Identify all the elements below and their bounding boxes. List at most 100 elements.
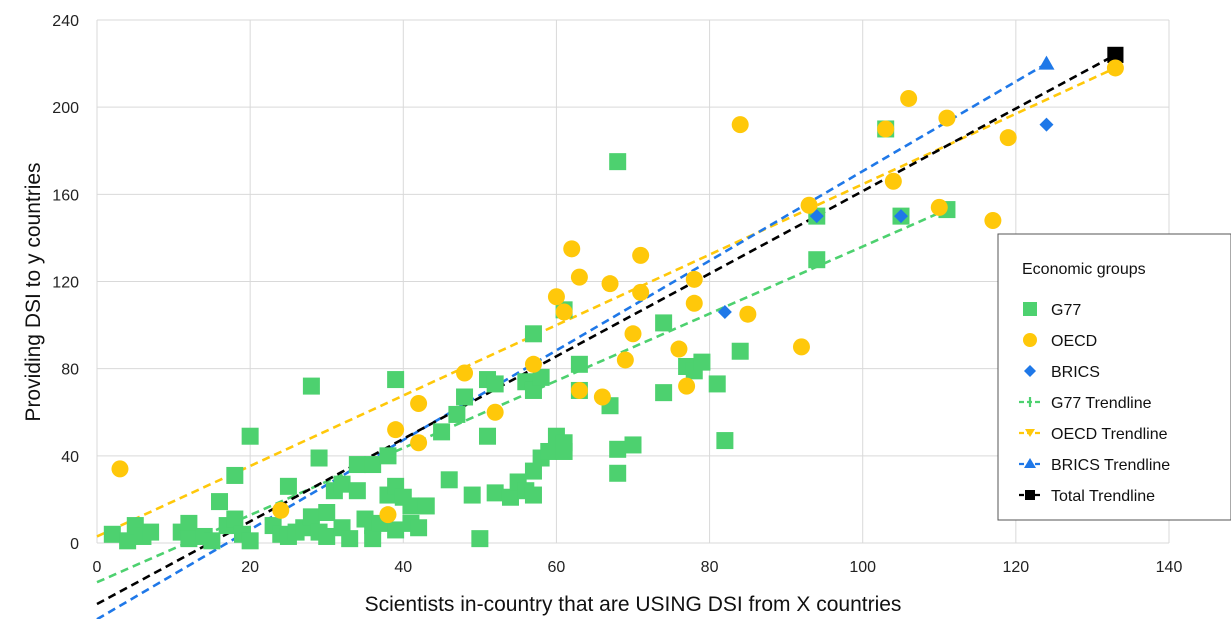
point-g77 (318, 527, 336, 545)
x-axis-title: Scientists in-country that are USING DSI… (365, 593, 902, 616)
legend-label: BRICS Trendline (1051, 457, 1170, 474)
point-oecd (999, 129, 1017, 147)
y-tick-label: 160 (52, 187, 79, 204)
trendline-brics-trendline (96, 62, 1048, 619)
point-oecd (593, 388, 611, 406)
point-g77 (655, 384, 673, 402)
y-tick-label: 240 (52, 13, 79, 30)
point-oecd (678, 377, 696, 395)
point-g77 (486, 484, 504, 502)
point-g77 (241, 532, 259, 550)
point-oecd (570, 268, 588, 286)
point-g77 (708, 375, 726, 393)
point-g77 (433, 423, 451, 441)
point-oecd (792, 338, 810, 356)
point-g77 (479, 427, 497, 445)
point-g77 (226, 466, 244, 484)
legend-item: G77 Trendline (1019, 395, 1152, 412)
trendline-g77-trendline (96, 208, 948, 584)
point-g77 (302, 377, 320, 395)
legend-label: OECD (1051, 333, 1097, 350)
y-tick-label: 200 (52, 100, 79, 117)
legend-item: OECD (1023, 333, 1097, 350)
point-g77 (808, 251, 826, 269)
legend-item: OECD Trendline (1019, 426, 1168, 443)
legend-item: BRICS Trendline (1019, 457, 1170, 474)
y-tick-label: 120 (52, 275, 79, 292)
point-oecd (410, 434, 428, 452)
legend-item: BRICS (1024, 364, 1100, 381)
point-brics (1039, 117, 1054, 132)
point-g77 (609, 440, 627, 458)
x-tick-label: 140 (1156, 559, 1183, 576)
point-g77 (348, 456, 366, 474)
point-g77 (524, 325, 542, 343)
circle-icon (1023, 333, 1037, 347)
point-g77 (226, 510, 244, 528)
point-g77 (456, 388, 474, 406)
point-g77 (655, 314, 673, 332)
point-g77 (241, 427, 259, 445)
point-g77 (180, 530, 198, 548)
point-oecd (616, 351, 634, 369)
y-tick-label: 80 (61, 362, 79, 379)
trendlines (96, 46, 1124, 619)
x-tick-label: 60 (548, 559, 566, 576)
legend-label: G77 (1051, 302, 1081, 319)
point-oecd (570, 381, 588, 399)
point-g77 (716, 432, 734, 450)
point-oecd (632, 246, 650, 264)
point-oecd (379, 506, 397, 524)
point-g77 (180, 514, 198, 532)
data-points (103, 59, 1124, 550)
point-g77 (532, 368, 550, 386)
point-oecd (670, 340, 688, 358)
point-g77 (609, 153, 627, 171)
point-oecd (547, 288, 565, 306)
y-axis-title: Providing DSI to y countries (22, 162, 45, 421)
point-oecd (1106, 59, 1124, 77)
point-g77 (448, 405, 466, 423)
point-oecd (884, 172, 902, 190)
y-tick-label: 40 (61, 449, 79, 466)
point-oecd (272, 501, 290, 519)
point-g77 (471, 530, 489, 548)
point-g77 (387, 521, 405, 539)
point-brics (809, 209, 824, 224)
point-oecd (111, 460, 129, 478)
x-tick-label: 20 (241, 559, 259, 576)
point-oecd (601, 275, 619, 293)
x-tick-label: 40 (394, 559, 412, 576)
trendline-end-marker (1107, 46, 1124, 63)
point-g77 (524, 462, 542, 480)
diamond-icon (1024, 365, 1036, 377)
legend-item: Total Trendline (1019, 488, 1155, 505)
x-tick-label: 120 (1003, 559, 1030, 576)
grid (96, 19, 1170, 544)
point-oecd (739, 305, 757, 323)
legend-label: BRICS (1051, 364, 1100, 381)
point-g77 (364, 456, 382, 474)
trendline-end-marker (1038, 55, 1055, 70)
arrow-down-icon (1025, 429, 1035, 437)
point-oecd (938, 109, 956, 127)
point-g77 (364, 530, 382, 548)
point-oecd (410, 395, 428, 413)
point-g77 (387, 371, 405, 389)
point-g77 (310, 449, 328, 467)
point-oecd (731, 116, 749, 134)
point-g77 (731, 342, 749, 360)
point-g77 (501, 488, 519, 506)
point-g77 (463, 486, 481, 504)
legend-items: G77 OECD BRICS G77 Trendline OECD Trendline B… (1019, 302, 1170, 505)
point-g77 (348, 482, 366, 500)
point-oecd (930, 198, 948, 216)
point-brics (894, 209, 908, 224)
point-oecd (900, 89, 918, 107)
point-oecd (685, 270, 703, 288)
triangle-icon (1024, 458, 1036, 468)
point-g77 (402, 497, 420, 515)
legend: Economic groups G77 OECD BRICS G77 Trendlin… (997, 233, 1231, 521)
x-tick-label: 100 (849, 559, 876, 576)
point-oecd (524, 355, 542, 373)
